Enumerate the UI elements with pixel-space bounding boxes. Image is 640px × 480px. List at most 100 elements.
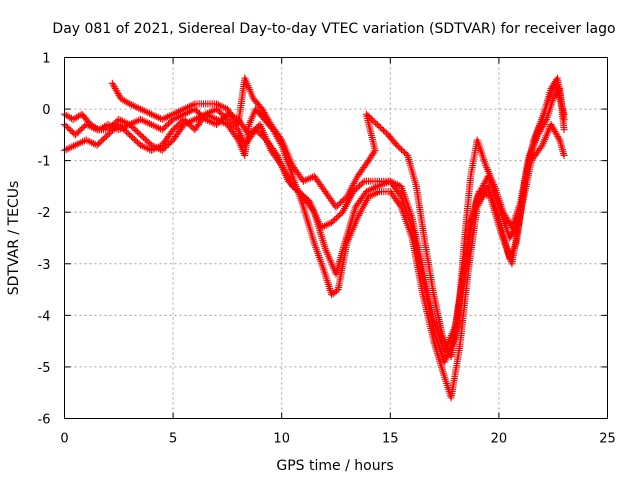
y-tick-label: -5 — [38, 361, 51, 376]
data-point-marker — [199, 112, 207, 120]
x-tick-label: 0 — [60, 432, 68, 447]
data-point-marker — [396, 144, 404, 152]
data-point-marker — [338, 197, 346, 205]
data-point-marker — [352, 185, 360, 193]
data-point-marker — [378, 125, 386, 133]
data-point-marker — [401, 149, 409, 157]
data-point-marker — [214, 119, 222, 127]
data-point-marker — [78, 125, 86, 133]
data-point-marker — [555, 134, 563, 142]
data-markers — [61, 74, 568, 402]
data-point-marker — [334, 202, 342, 210]
data-point-marker — [329, 217, 337, 225]
data-point-marker — [397, 146, 405, 154]
data-point-marker — [141, 135, 149, 143]
data-point-marker — [213, 121, 221, 129]
data-point-marker — [171, 124, 179, 132]
data-point-marker — [124, 99, 132, 107]
plot-frame — [64, 57, 608, 419]
y-tick-label: -1 — [38, 155, 51, 170]
data-point-marker — [62, 122, 70, 130]
data-point-marker — [158, 126, 166, 134]
data-point-marker — [216, 118, 224, 126]
y-tick-label: -6 — [38, 413, 51, 428]
data-point-marker — [402, 150, 410, 158]
data-point-marker — [362, 110, 370, 118]
data-point-marker — [373, 121, 381, 129]
data-point-marker — [135, 129, 143, 137]
data-point-marker — [335, 200, 343, 208]
data-point-marker — [169, 126, 177, 134]
data-point-marker — [296, 190, 304, 198]
data-point-marker — [132, 126, 140, 134]
data-point-marker — [64, 123, 72, 131]
data-point-marker — [356, 182, 364, 190]
data-point-marker — [537, 143, 545, 151]
data-point-marker — [276, 160, 284, 168]
data-point-marker — [295, 188, 303, 196]
data-point-marker — [332, 203, 340, 211]
data-point-marker — [354, 183, 362, 191]
data-point-marker — [164, 140, 172, 148]
data-point-marker — [138, 132, 146, 140]
data-point-marker — [74, 128, 82, 136]
data-point-marker — [67, 126, 75, 134]
x-tick-label: 20 — [491, 432, 508, 447]
data-point-marker — [161, 123, 169, 131]
data-point-marker — [276, 134, 284, 142]
data-point-marker — [98, 137, 106, 145]
y-tick-label: -3 — [38, 258, 51, 273]
y-axis-label: SDTVAR / TECUs — [6, 181, 22, 296]
x-tick-label: 15 — [382, 432, 399, 447]
data-point-marker — [340, 196, 348, 204]
data-point-marker — [309, 206, 317, 214]
data-point-marker — [370, 118, 378, 126]
data-point-marker — [334, 213, 342, 221]
y-tick-label: -4 — [38, 309, 51, 324]
x-axis-label: GPS time / hours — [276, 458, 393, 474]
data-point-marker — [185, 120, 193, 128]
data-point-marker — [104, 131, 112, 139]
data-point-marker — [332, 214, 340, 222]
data-point-marker — [166, 118, 174, 126]
data-point-marker — [124, 129, 132, 137]
data-point-marker — [357, 180, 365, 188]
data-point-marker — [65, 125, 73, 133]
data-point-marker — [560, 151, 568, 159]
data-point-marker — [337, 199, 345, 207]
data-point-marker — [166, 139, 174, 147]
data-point-marker — [228, 120, 236, 128]
data-point-marker — [250, 126, 258, 134]
data-point-marker — [95, 140, 103, 148]
data-point-marker — [93, 141, 101, 149]
data-point-marker — [359, 179, 367, 187]
data-point-marker — [396, 191, 404, 199]
data-point-marker — [367, 115, 375, 123]
data-point-marker — [372, 119, 380, 127]
data-point-marker — [79, 123, 87, 131]
data-point-marker — [197, 111, 205, 119]
data-point-marker — [101, 134, 109, 142]
data-point-marker — [366, 113, 374, 121]
data-point-marker — [132, 137, 140, 145]
y-tick-label: 0 — [42, 103, 50, 118]
chart-title: Day 081 of 2021, Sidereal Day-to-day VTE… — [52, 21, 615, 37]
data-point-marker — [370, 148, 378, 156]
data-point-marker — [160, 124, 168, 132]
data-point-marker — [127, 132, 135, 140]
data-point-marker — [376, 123, 384, 131]
data-point-marker — [290, 184, 298, 192]
data-point-marker — [289, 182, 297, 190]
data-point-marker — [164, 120, 172, 128]
data-point-marker — [253, 123, 261, 131]
data-point-marker — [175, 120, 183, 128]
data-point-marker — [68, 128, 76, 136]
data-point-marker — [183, 118, 191, 126]
data-point-marker — [216, 108, 224, 116]
data-point-marker — [227, 118, 235, 126]
data-point-marker — [144, 138, 152, 146]
data-point-marker — [186, 121, 194, 129]
data-point-marker — [126, 131, 134, 139]
data-point-marker — [174, 121, 182, 129]
